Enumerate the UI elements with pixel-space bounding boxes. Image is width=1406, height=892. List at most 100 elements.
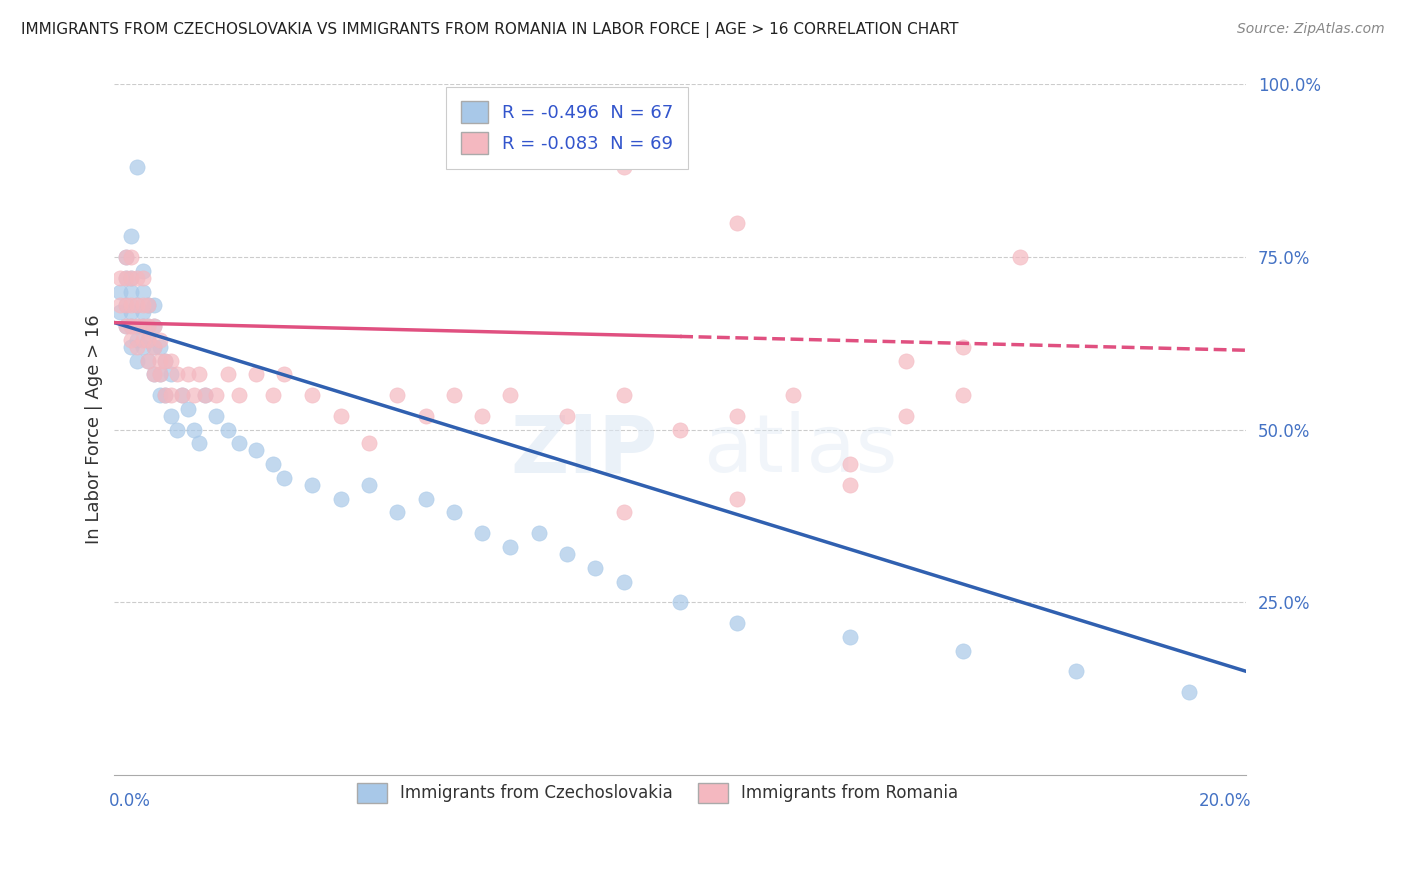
Point	[120, 340, 142, 354]
Point	[108, 270, 131, 285]
Point	[952, 388, 974, 402]
Point	[120, 285, 142, 299]
Point	[131, 305, 153, 319]
Point	[583, 560, 606, 574]
Point	[114, 298, 136, 312]
Point	[138, 333, 160, 347]
Point	[120, 305, 142, 319]
Point	[183, 423, 205, 437]
Point	[138, 353, 160, 368]
Point	[155, 388, 177, 402]
Point	[273, 471, 295, 485]
Point	[1064, 665, 1087, 679]
Point	[143, 368, 166, 382]
Point	[131, 319, 153, 334]
Point	[160, 353, 183, 368]
Point	[217, 368, 239, 382]
Point	[415, 491, 437, 506]
Point	[1178, 685, 1201, 699]
Point	[725, 215, 748, 229]
Point	[443, 388, 465, 402]
Point	[177, 401, 200, 416]
Point	[160, 388, 183, 402]
Point	[131, 264, 153, 278]
Point	[357, 478, 380, 492]
Point	[143, 340, 166, 354]
Point	[143, 298, 166, 312]
Point	[131, 285, 153, 299]
Point	[443, 506, 465, 520]
Point	[188, 368, 211, 382]
Point	[108, 285, 131, 299]
Point	[108, 305, 131, 319]
Point	[138, 298, 160, 312]
Point	[125, 270, 148, 285]
Point	[177, 368, 200, 382]
Point	[131, 298, 153, 312]
Point	[357, 436, 380, 450]
Point	[896, 409, 918, 423]
Point	[725, 409, 748, 423]
Point	[138, 319, 160, 334]
Point	[149, 333, 172, 347]
Point	[125, 319, 148, 334]
Text: IMMIGRANTS FROM CZECHOSLOVAKIA VS IMMIGRANTS FROM ROMANIA IN LABOR FORCE | AGE >: IMMIGRANTS FROM CZECHOSLOVAKIA VS IMMIGR…	[21, 22, 959, 38]
Text: atlas: atlas	[703, 411, 897, 490]
Point	[329, 409, 352, 423]
Point	[273, 368, 295, 382]
Point	[114, 319, 136, 334]
Point	[555, 409, 578, 423]
Point	[245, 443, 267, 458]
Point	[125, 333, 148, 347]
Point	[613, 388, 636, 402]
Point	[782, 388, 804, 402]
Point	[166, 368, 188, 382]
Point	[149, 368, 172, 382]
Point	[114, 250, 136, 264]
Point	[329, 491, 352, 506]
Point	[155, 388, 177, 402]
Point	[499, 540, 522, 554]
Point	[138, 333, 160, 347]
Point	[471, 409, 494, 423]
Point	[149, 340, 172, 354]
Point	[143, 319, 166, 334]
Point	[838, 457, 860, 471]
Point	[613, 574, 636, 589]
Point	[669, 595, 692, 609]
Point	[131, 270, 153, 285]
Point	[262, 457, 284, 471]
Point	[120, 270, 142, 285]
Point	[120, 270, 142, 285]
Point	[138, 353, 160, 368]
Point	[114, 270, 136, 285]
Legend: Immigrants from Czechoslovakia, Immigrants from Romania: Immigrants from Czechoslovakia, Immigran…	[344, 772, 970, 814]
Point	[114, 250, 136, 264]
Point	[160, 368, 183, 382]
Point	[149, 368, 172, 382]
Point	[125, 161, 148, 175]
Text: 0.0%: 0.0%	[108, 792, 150, 810]
Point	[387, 388, 409, 402]
Point	[262, 388, 284, 402]
Point	[125, 298, 148, 312]
Point	[1008, 250, 1031, 264]
Point	[143, 319, 166, 334]
Point	[125, 353, 148, 368]
Text: ZIP: ZIP	[510, 411, 658, 490]
Point	[131, 319, 153, 334]
Point	[415, 409, 437, 423]
Point	[172, 388, 194, 402]
Point	[166, 423, 188, 437]
Point	[143, 340, 166, 354]
Point	[155, 353, 177, 368]
Point	[613, 161, 636, 175]
Point	[138, 298, 160, 312]
Point	[188, 436, 211, 450]
Point	[725, 615, 748, 630]
Point	[120, 250, 142, 264]
Point	[205, 388, 228, 402]
Point	[194, 388, 217, 402]
Point	[160, 409, 183, 423]
Point	[120, 229, 142, 244]
